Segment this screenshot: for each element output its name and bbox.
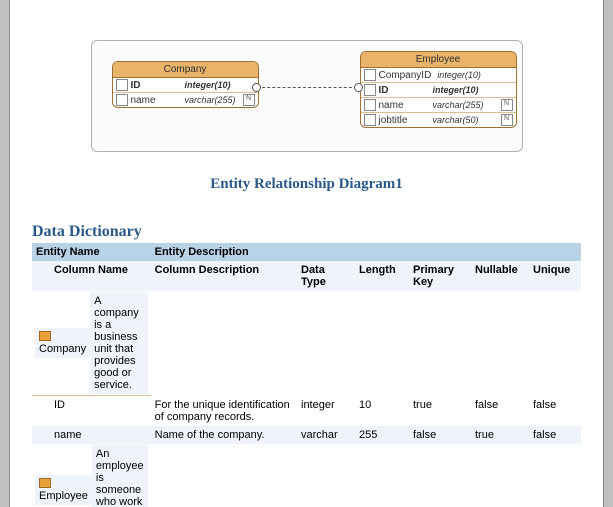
dict-entity-desc: An employee is someone who work in a com… bbox=[92, 445, 148, 507]
pk-icon bbox=[116, 79, 128, 91]
entity-column-name: ID bbox=[131, 80, 179, 91]
col-icon bbox=[116, 94, 128, 106]
hdr-entity-desc: Entity Description bbox=[151, 243, 581, 261]
entity-column-type: varchar(255) bbox=[427, 100, 498, 110]
dict-header-entity: Entity Name Entity Description bbox=[32, 243, 581, 261]
entity-column: IDinteger(10) bbox=[361, 83, 516, 98]
dict-col-nullable: false bbox=[471, 396, 529, 426]
dict-entity-row: Company A company is a business unit that… bbox=[32, 291, 151, 396]
entity-folder-icon bbox=[39, 478, 51, 488]
dict-col-desc: Name of the company. bbox=[151, 426, 297, 444]
pk-icon bbox=[364, 84, 376, 96]
hdr-data-type: Data Type bbox=[297, 261, 355, 291]
dict-col-name-text: name bbox=[36, 429, 82, 441]
dict-col-name-text: ID bbox=[36, 399, 65, 411]
dict-col-type: integer bbox=[297, 396, 355, 426]
entity-column-type: varchar(255) bbox=[179, 95, 240, 105]
er-diagram: CompanyIDinteger(10)namevarchar(255)NEmp… bbox=[91, 40, 523, 152]
dict-entity-name: Company bbox=[35, 328, 90, 358]
page: CompanyIDinteger(10)namevarchar(255)NEmp… bbox=[0, 0, 613, 507]
entity-column-type: varchar(50) bbox=[427, 115, 498, 125]
relationship-endpoint-right bbox=[354, 83, 363, 92]
entity-header: Company bbox=[113, 62, 258, 78]
col-icon bbox=[364, 114, 376, 126]
dict-column-row: ID For the unique identification of compa… bbox=[32, 396, 581, 426]
entity-column-name: jobtitle bbox=[379, 115, 427, 126]
entity-folder-icon bbox=[39, 331, 51, 341]
entity-column-type: integer(10) bbox=[179, 80, 255, 90]
hdr-column-desc: Column Description bbox=[151, 261, 297, 291]
fk-icon bbox=[364, 69, 376, 81]
dict-col-type: varchar bbox=[297, 426, 355, 444]
dict-entity-name-text: Employee bbox=[39, 490, 88, 502]
relationship-endpoint-left bbox=[252, 83, 261, 92]
dict-col-unique: false bbox=[529, 396, 581, 426]
dict-col-pk: true bbox=[409, 396, 471, 426]
data-dictionary-table: Entity Name Entity Description Column Na… bbox=[32, 243, 581, 507]
dict-entity-name-text: Company bbox=[39, 343, 86, 355]
entity-column-name: name bbox=[379, 100, 427, 111]
entity-employee: EmployeeCompanyIDinteger(10)IDinteger(10… bbox=[360, 51, 517, 128]
entity-column: IDinteger(10) bbox=[113, 78, 258, 93]
dict-col-length: 255 bbox=[355, 426, 409, 444]
entity-company: CompanyIDinteger(10)namevarchar(255)N bbox=[112, 61, 259, 108]
diagram-caption: Entity Relationship Diagram1 bbox=[32, 176, 581, 193]
dict-entity-desc: A company is a business unit that provid… bbox=[90, 292, 148, 394]
entity-column-type: integer(10) bbox=[427, 85, 513, 95]
dict-col-nullable: true bbox=[471, 426, 529, 444]
entity-header: Employee bbox=[361, 52, 516, 68]
entity-column-name: CompanyID bbox=[379, 70, 432, 81]
hdr-unique: Unique bbox=[529, 261, 581, 291]
dict-col-unique: false bbox=[529, 426, 581, 444]
dict-entity-name: Employee bbox=[35, 475, 92, 505]
not-null-icon: N bbox=[501, 99, 513, 111]
dict-entity-row: Employee An employee is someone who work … bbox=[32, 444, 151, 507]
entity-column-name: name bbox=[131, 95, 179, 106]
relationship-line bbox=[257, 87, 357, 88]
entity-column: CompanyIDinteger(10) bbox=[361, 68, 516, 83]
hdr-nullable: Nullable bbox=[471, 261, 529, 291]
document-page: CompanyIDinteger(10)namevarchar(255)NEmp… bbox=[10, 0, 603, 507]
dict-col-name: name bbox=[32, 426, 151, 444]
entity-column: jobtitlevarchar(50)N bbox=[361, 113, 516, 127]
dict-column-row: nameName of the company.varchar255falset… bbox=[32, 426, 581, 444]
data-dictionary-heading: Data Dictionary bbox=[32, 223, 581, 241]
col-icon bbox=[364, 99, 376, 111]
entity-column-name: ID bbox=[379, 85, 427, 96]
dict-col-length: 10 bbox=[355, 396, 409, 426]
entity-column: namevarchar(255)N bbox=[361, 98, 516, 113]
not-null-icon: N bbox=[501, 114, 513, 126]
hdr-entity-name: Entity Name bbox=[32, 243, 151, 261]
entity-column: namevarchar(255)N bbox=[113, 93, 258, 107]
dict-col-pk: false bbox=[409, 426, 471, 444]
hdr-column-name: Column Name bbox=[32, 261, 151, 291]
dict-col-desc: For the unique identification of company… bbox=[151, 396, 297, 426]
dict-col-name: ID bbox=[32, 396, 151, 426]
dict-header-columns: Column Name Column Description Data Type… bbox=[32, 261, 581, 291]
hdr-length: Length bbox=[355, 261, 409, 291]
not-null-icon: N bbox=[243, 94, 255, 106]
hdr-primary-key: Primary Key bbox=[409, 261, 471, 291]
entity-column-type: integer(10) bbox=[431, 70, 512, 80]
